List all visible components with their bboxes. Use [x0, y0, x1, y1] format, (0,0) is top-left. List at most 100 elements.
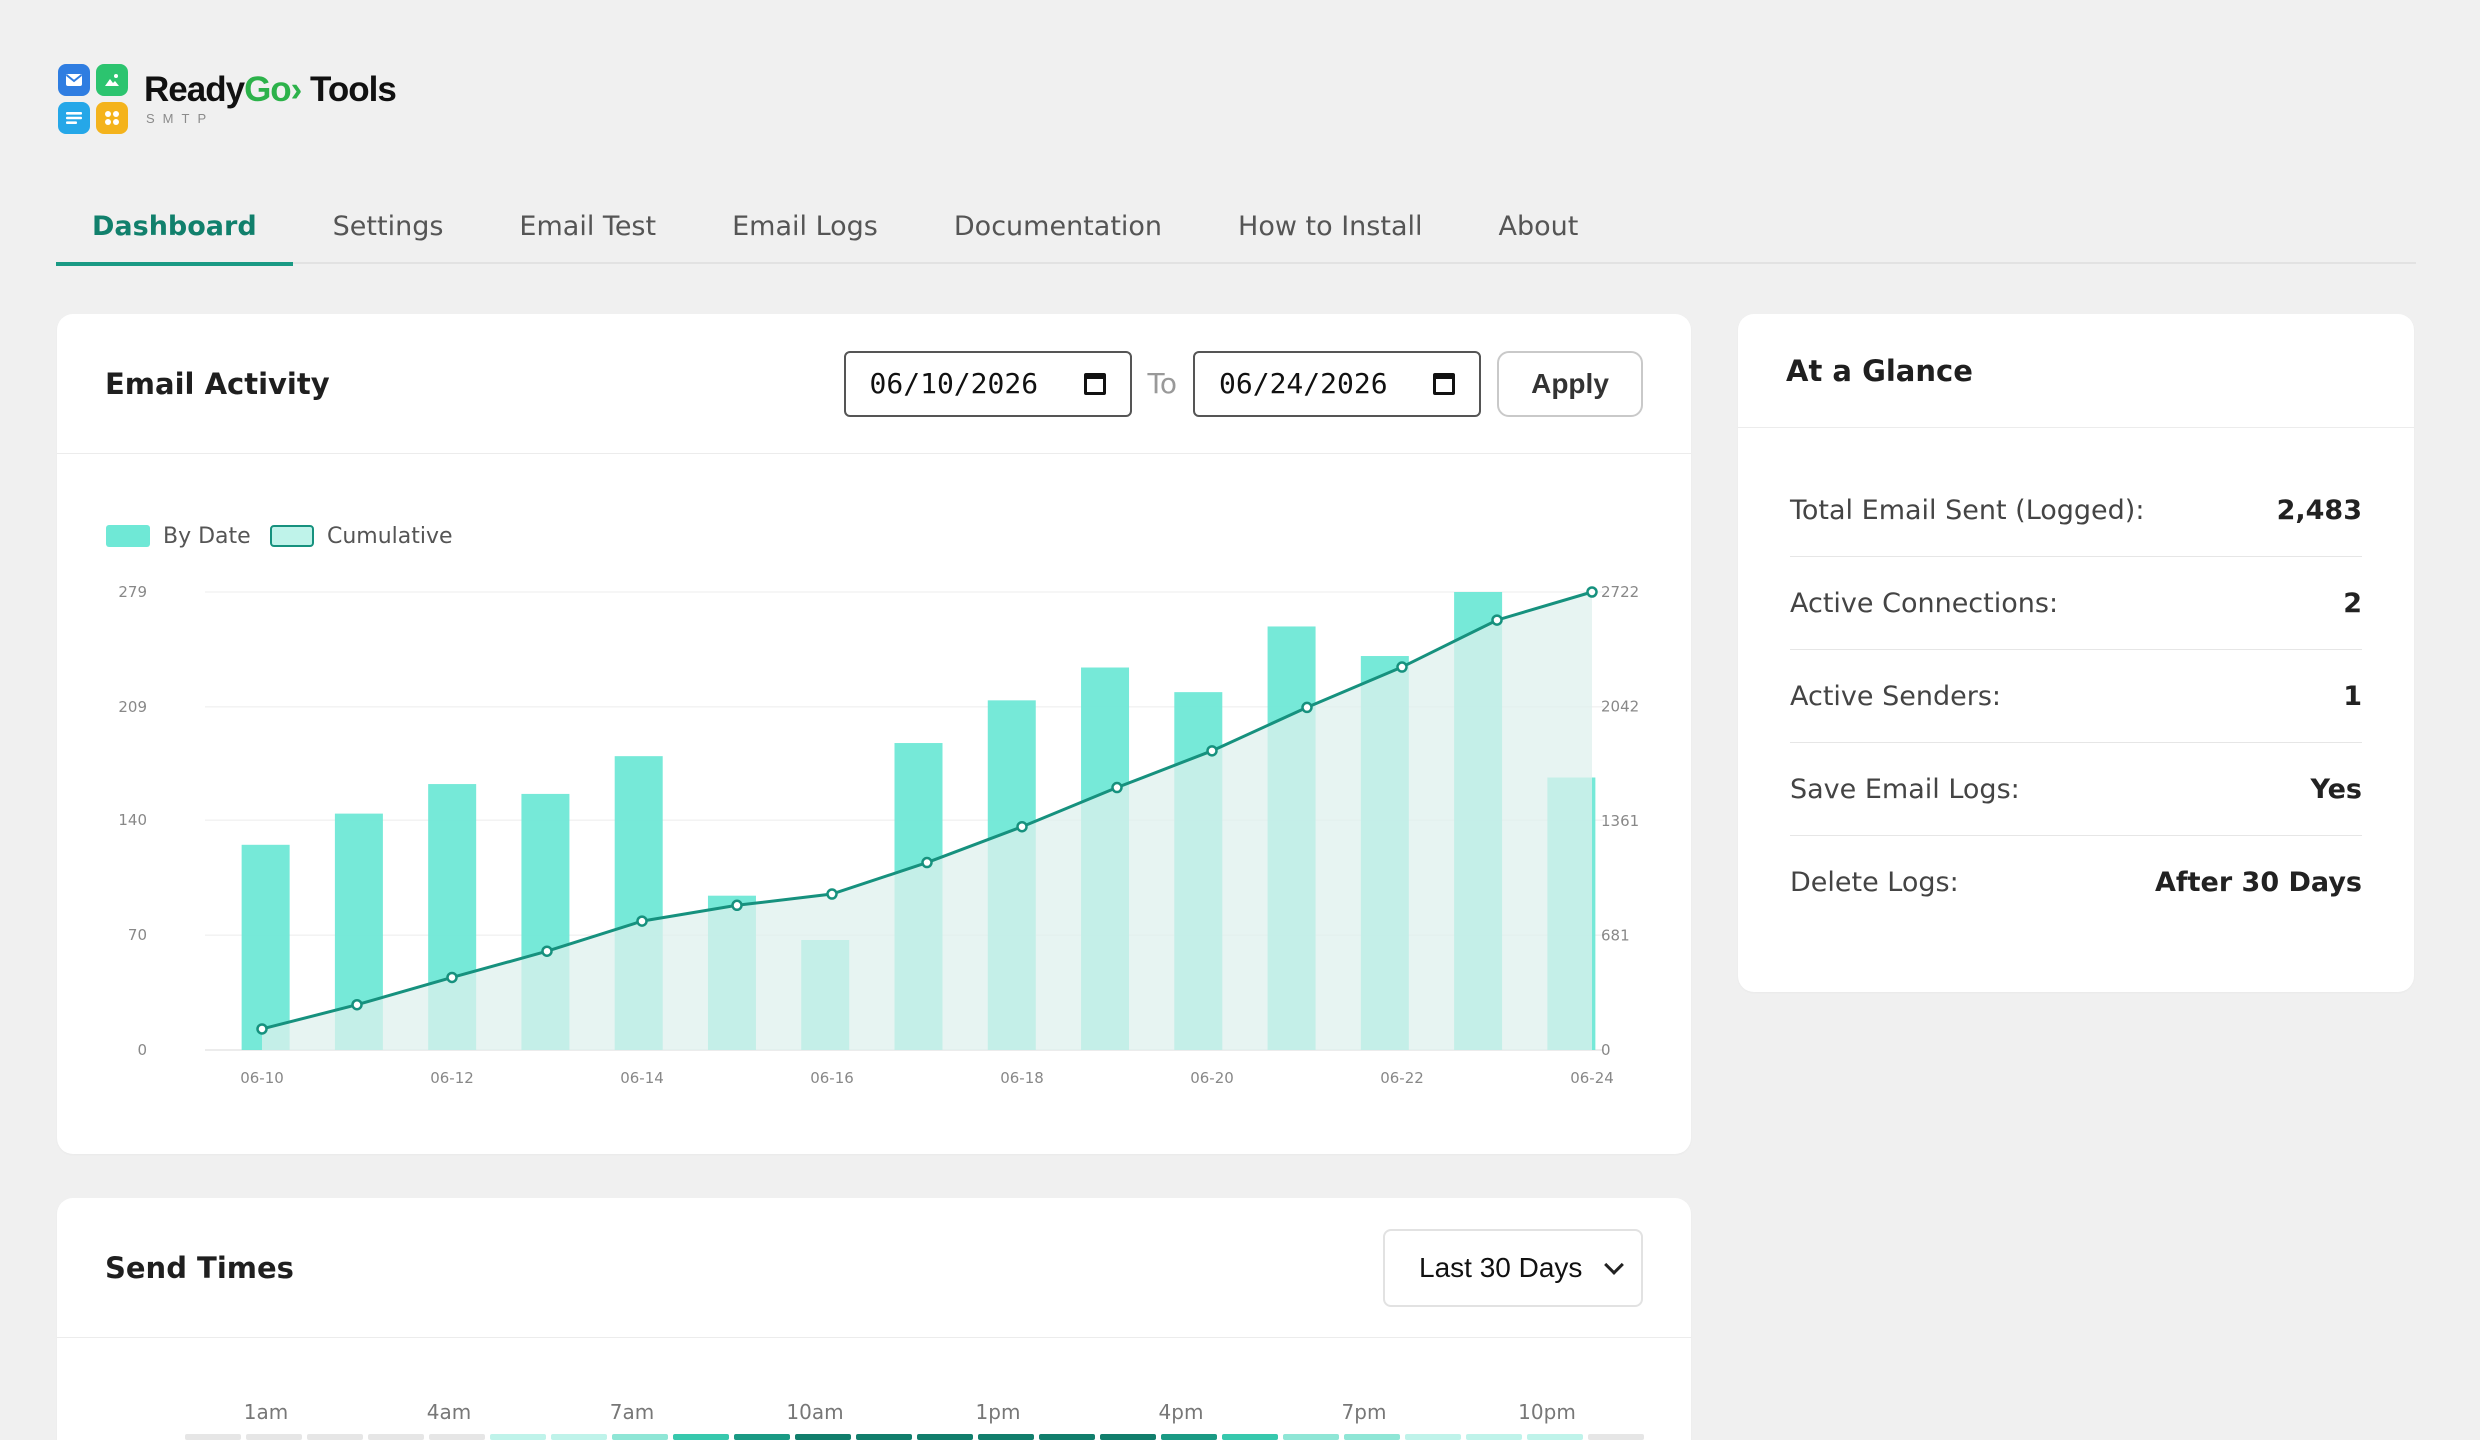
tab-dashboard[interactable]: Dashboard	[56, 188, 293, 266]
point-cumulative	[636, 915, 648, 927]
glance-row-total-sent: Total Email Sent (Logged): 2,483	[1790, 464, 2362, 557]
point-cumulative	[1301, 701, 1313, 714]
heatmap-cell	[1039, 1434, 1095, 1440]
point-cumulative	[1016, 820, 1028, 833]
heatmap-cell	[856, 1434, 912, 1440]
y-tick-label-left: 209	[118, 698, 147, 716]
glance-label: Active Senders:	[1790, 680, 2001, 712]
email-activity-title: Email Activity	[105, 366, 330, 401]
heatmap-cell	[673, 1434, 729, 1440]
calendar-icon[interactable]	[1083, 372, 1106, 395]
glance-label: Save Email Logs:	[1790, 773, 2020, 805]
point-cumulative	[1396, 661, 1408, 673]
legend-label-cumulative: Cumulative	[327, 524, 453, 549]
hour-label: 7am	[609, 1400, 655, 1424]
at-a-glance-title: At a Glance	[1786, 353, 1973, 388]
heatmap-cell	[185, 1434, 241, 1440]
legend-swatch-cumulative	[270, 525, 314, 547]
heatmap-cell	[551, 1434, 607, 1440]
point-cumulative	[1586, 586, 1598, 598]
date-to-input[interactable]: 06/24/2026	[1193, 350, 1481, 417]
heatmap-cell	[917, 1434, 973, 1440]
tab-settings[interactable]: Settings	[332, 210, 444, 242]
heatmap-cell	[978, 1434, 1034, 1440]
tab-documentation[interactable]: Documentation	[953, 210, 1163, 242]
point-cumulative	[1111, 781, 1123, 794]
apply-button[interactable]: Apply	[1497, 350, 1643, 417]
main-tabs: Dashboard Settings Email Test Email Logs…	[56, 188, 2416, 266]
x-tick-label: 06-20	[1190, 1069, 1234, 1087]
y-tick-label-right: 0	[1601, 1041, 1611, 1059]
heatmap-cell	[1222, 1434, 1278, 1440]
heatmap-cell	[1283, 1434, 1339, 1440]
glance-row-save-logs: Save Email Logs: Yes	[1790, 743, 2362, 836]
tab-email-test[interactable]: Email Test	[519, 210, 657, 242]
heatmap-cell	[246, 1434, 302, 1440]
at-a-glance-card: At a Glance Total Email Sent (Logged): 2…	[1738, 314, 2414, 992]
glance-label: Active Connections:	[1790, 587, 2059, 619]
y-tick-label-right: 1361	[1601, 812, 1639, 830]
brand-name: ReadyGo› Tools	[144, 70, 397, 109]
x-tick-label: 06-22	[1380, 1069, 1424, 1087]
heatmap-cell	[368, 1434, 424, 1440]
calendar-icon[interactable]	[1433, 372, 1455, 395]
email-activity-card: Email Activity 06/10/2026 To 06/24/2026 …	[57, 314, 1691, 1154]
date-from-value: 06/10/2026	[869, 367, 1039, 400]
heatmap-cell	[1588, 1434, 1644, 1440]
point-cumulative	[1206, 745, 1218, 757]
glance-value: Yes	[2310, 773, 2362, 805]
glance-value: After 30 Days	[2154, 867, 2362, 898]
heatmap-cell	[1344, 1434, 1400, 1440]
area-cumulative	[262, 592, 1592, 1050]
apps-icon	[96, 102, 128, 134]
point-cumulative	[446, 971, 458, 984]
tab-how-to-install[interactable]: How to Install	[1238, 210, 1423, 242]
glance-list: Total Email Sent (Logged): 2,483 Active …	[1738, 428, 2414, 929]
hour-label: 1pm	[975, 1400, 1021, 1424]
x-tick-label: 06-14	[620, 1069, 664, 1087]
date-to-value: 06/24/2026	[1219, 367, 1388, 400]
point-cumulative	[731, 899, 743, 912]
y-tick-label-left: 140	[118, 811, 147, 829]
x-tick-label: 06-16	[810, 1069, 854, 1087]
heatmap-cell	[1405, 1434, 1461, 1440]
heatmap-cell	[734, 1434, 790, 1440]
legend-label-by-date: By Date	[163, 524, 251, 549]
y-tick-label-right: 2722	[1601, 583, 1639, 601]
heatmap-cell	[490, 1434, 546, 1440]
glance-row-active-senders: Active Senders: 1	[1790, 650, 2362, 743]
hour-label: 10pm	[1518, 1400, 1576, 1424]
email-activity-chart: By Date Cumulative 0 70 140 209 279 0 681 1361 204…	[106, 524, 1639, 1087]
date-from-input[interactable]: 06/10/2026	[843, 350, 1132, 417]
brand-subtitle: SMTP	[146, 111, 215, 126]
tab-about[interactable]: About	[1498, 210, 1579, 242]
tab-email-logs[interactable]: Email Logs	[732, 210, 878, 242]
point-cumulative	[351, 998, 363, 1011]
heatmap-cell	[1100, 1434, 1156, 1440]
hour-label: 1am	[243, 1400, 289, 1424]
period-select[interactable]: Last 30 Days	[1383, 1228, 1643, 1307]
logo-mark	[58, 64, 132, 136]
point-cumulative	[921, 856, 933, 869]
y-tick-label-left: 70	[128, 926, 147, 944]
send-times-heatmap	[185, 1434, 1649, 1440]
heatmap-cell	[429, 1434, 485, 1440]
x-tick-label: 06-12	[430, 1069, 474, 1087]
mail-icon	[58, 64, 90, 96]
hour-label: 7pm	[1341, 1400, 1387, 1424]
heatmap-cell	[795, 1434, 851, 1440]
x-tick-label: 06-18	[1000, 1069, 1044, 1087]
point-cumulative	[826, 888, 838, 900]
app-logo[interactable]: ReadyGo› Tools SMTP	[58, 64, 397, 136]
x-tick-label: 06-24	[1570, 1069, 1614, 1087]
hour-label: 10am	[786, 1400, 844, 1424]
glance-row-delete-logs: Delete Logs: After 30 Days	[1790, 836, 2362, 929]
point-cumulative	[256, 1023, 268, 1035]
hour-label: 4pm	[1158, 1400, 1204, 1424]
glance-label: Delete Logs:	[1790, 867, 1959, 898]
y-tick-label-left: 0	[137, 1041, 147, 1059]
send-times-title: Send Times	[105, 1250, 294, 1285]
image-icon	[96, 64, 128, 96]
glance-value: 1	[2343, 680, 2362, 712]
legend-swatch-by-date	[106, 525, 150, 547]
